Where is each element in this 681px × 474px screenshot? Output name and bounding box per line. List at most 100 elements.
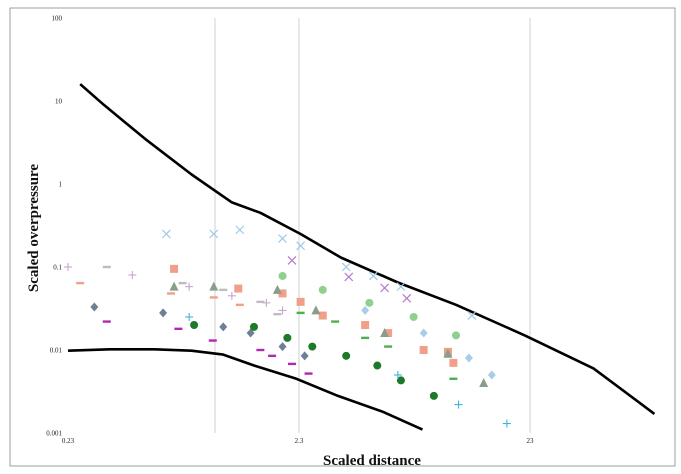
data-point-dash [296,311,305,315]
data-point-dash [331,320,340,323]
data-point-dash [256,348,265,352]
data-point-dash [287,362,296,366]
plot-frame [9,7,676,467]
data-point-dash [268,354,277,358]
data-point-dash [361,336,370,340]
y-axis-label: Scaled overpressure [26,164,42,293]
data-point-x [287,256,297,265]
x-axis-label: Scaled distance [323,453,421,469]
data-point-square [234,284,243,293]
data-point-circle [249,322,258,331]
data-point-circle [396,376,405,385]
data-point-diamond [219,322,228,332]
y-tick-label: 10 [55,98,63,106]
data-point-x [296,241,306,251]
data-point-square [318,311,327,320]
data-point-plus [454,400,463,409]
data-point-plus [393,370,402,379]
data-point-dash [167,292,176,295]
data-point-dash [449,377,458,380]
data-point-plus [278,306,287,315]
upper-envelope-curve [79,83,656,415]
data-point-square [170,264,179,273]
data-point-x [402,293,412,303]
data-point-dash [102,320,111,323]
data-point-square [278,289,287,298]
envelope-curves [67,83,656,431]
data-point-circle [373,361,382,370]
data-point-circle [365,298,374,307]
data-point-triangle [311,305,321,315]
data-point-circle [318,285,327,294]
data-point-diamond [159,308,168,318]
data-point-square [384,329,393,338]
data-point-plus [128,271,137,280]
data-point-diamond [464,353,473,363]
data-point-x [344,272,354,282]
data-point-diamond [300,351,309,361]
y-tick-label: 1 [59,181,63,189]
data-point-square [449,358,458,367]
lower-envelope-curve [67,348,424,431]
data-point-triangle [169,281,179,291]
data-point-circle [308,342,317,351]
data-point-plus [185,312,194,321]
y-tick-label: 0.01 [50,347,63,355]
grid [214,18,531,433]
x-tick-labels: 0.23 2.3 23 [62,437,534,445]
data-point-triangle [443,348,453,358]
y-tick-labels: 100 10 1 0.1 0.01 0.001 [46,15,62,438]
data-point-dash [384,345,393,348]
data-point-circle [190,321,199,330]
data-point-triangle [209,281,219,291]
data-point-dash [256,300,265,304]
data-point-dash [102,265,111,269]
data-point-circle [429,391,438,400]
data-point-x [341,262,351,272]
y-tick-label: 0.001 [46,430,62,438]
data-point-diamond [90,302,99,312]
data-point-square [419,346,428,354]
data-point-diamond [246,328,255,338]
data-point-dash [208,339,217,342]
data-point-triangle [272,284,282,294]
data-point-square [361,321,370,330]
data-point-dash [76,281,85,285]
data-point-x [209,229,219,239]
data-point-diamond [361,305,370,315]
data-point-dash [273,312,282,316]
y-tick-label: 0.1 [53,264,62,272]
data-point-dash [304,372,313,375]
x-tick-label: 23 [527,437,535,445]
data-points [64,225,511,428]
data-point-plus [64,263,72,271]
data-point-circle [342,351,351,360]
data-point-triangle [380,328,390,338]
data-point-square [296,297,305,306]
x-tick-label: 0.23 [62,437,75,445]
data-point-x [278,234,287,244]
data-point-circle [409,312,418,321]
data-point-circle [452,331,461,340]
data-point-x [235,225,245,235]
data-point-diamond [487,370,496,380]
data-point-plus [185,282,194,291]
y-tick-label: 100 [52,15,63,23]
x-tick-label: 2.3 [295,437,304,445]
data-point-dash [174,327,183,331]
data-point-triangle [479,378,489,388]
data-point-x [161,229,171,239]
data-point-plus [227,291,236,300]
data-point-x [396,282,406,292]
data-point-dash [209,296,218,299]
data-point-x [467,311,477,320]
data-point-x [368,271,378,281]
data-point-plus [502,419,511,428]
data-point-x [380,283,390,293]
data-point-dash [178,281,187,285]
data-point-dash [219,288,228,292]
data-point-diamond [278,342,287,352]
data-point-dash [235,303,244,307]
